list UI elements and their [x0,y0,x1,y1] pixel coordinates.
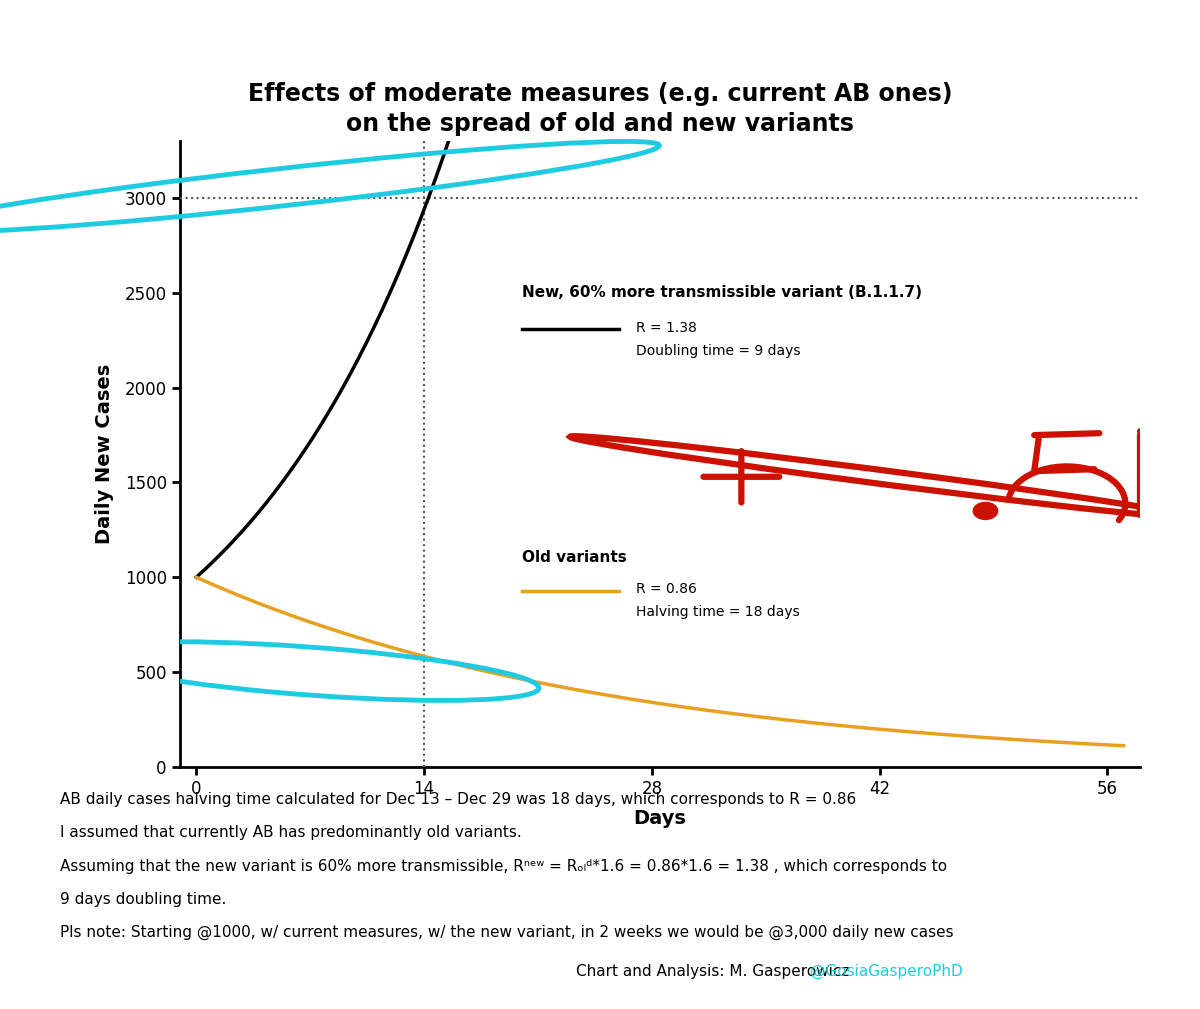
Text: Assuming that the new variant is 60% more transmissible, Rⁿᵉʷ = Rₒₗᵈ*1.6 = 0.86*: Assuming that the new variant is 60% mor… [60,859,947,874]
Text: Chart and Analysis: M. Gasperowicz: Chart and Analysis: M. Gasperowicz [576,964,854,979]
Text: on the spread of old and new variants: on the spread of old and new variants [346,112,854,136]
Text: R = 1.38: R = 1.38 [636,321,696,335]
Text: R = 0.86: R = 0.86 [636,582,696,596]
Text: @GosiaGasperoPhD: @GosiaGasperoPhD [810,964,962,979]
Text: New, 60% more transmissible variant (B.1.1.7): New, 60% more transmissible variant (B.1… [522,285,922,300]
Text: I assumed that currently AB has predominantly old variants.: I assumed that currently AB has predomin… [60,825,522,840]
Ellipse shape [973,502,997,520]
Text: Effects of moderate measures (e.g. current AB ones): Effects of moderate measures (e.g. curre… [247,82,953,106]
Y-axis label: Daily New Cases: Daily New Cases [95,364,114,544]
Text: Halving time = 18 days: Halving time = 18 days [636,605,799,620]
Text: AB daily cases halving time calculated for Dec 13 – Dec 29 was 18 days, which co: AB daily cases halving time calculated f… [60,792,857,807]
Text: 9 days doubling time.: 9 days doubling time. [60,892,227,907]
Text: Old variants: Old variants [522,550,626,565]
X-axis label: Days: Days [634,809,686,828]
Text: Pls note: Starting @1000, w/ current measures, w/ the new variant, in 2 weeks we: Pls note: Starting @1000, w/ current mea… [60,925,954,940]
Text: Doubling time = 9 days: Doubling time = 9 days [636,344,800,358]
